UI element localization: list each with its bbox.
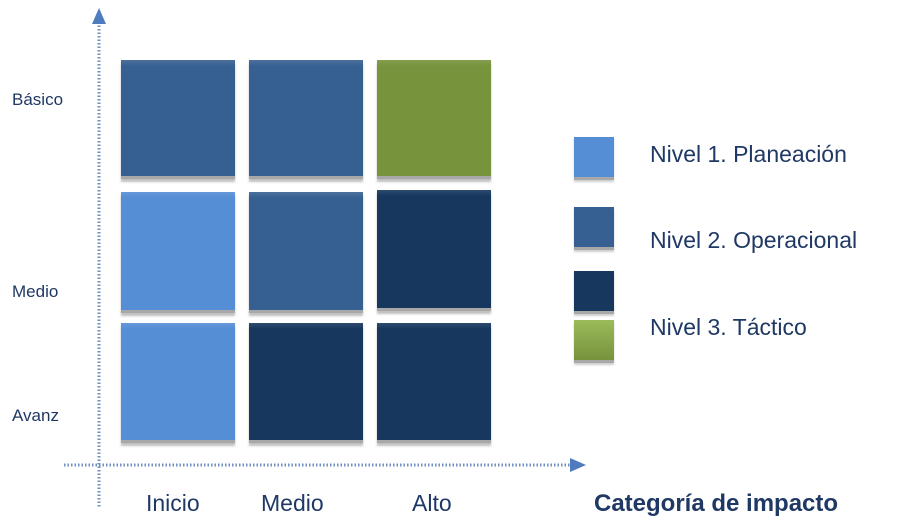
cell-medio-alto — [377, 190, 491, 311]
legend-label-nivel-3: Nivel 3. Táctico — [650, 314, 807, 340]
y-label-medio: Medio — [12, 282, 59, 301]
y-axis-arrow-icon — [92, 8, 106, 24]
legend-swatch-nivel-3 — [574, 320, 614, 363]
cell-medio-medio — [249, 192, 363, 313]
legend-swatch-nivel-2 — [574, 207, 614, 250]
cell-avanz-medio — [249, 323, 363, 443]
legend-swatch-dark — [574, 271, 614, 314]
y-label-avanz: Avanz — [12, 406, 59, 425]
cell-medio-inicio — [121, 192, 235, 313]
x-label-medio: Medio — [261, 490, 324, 516]
cell-basico-medio — [249, 60, 363, 179]
legend-label-nivel-1: Nivel 1. Planeación — [650, 141, 847, 167]
legend-label-nivel-2: Nivel 2. Operacional — [650, 227, 858, 253]
x-label-alto: Alto — [412, 490, 452, 516]
cell-avanz-alto — [377, 323, 491, 443]
y-label-basico: Básico — [12, 90, 64, 109]
legend-swatch-nivel-1 — [574, 137, 614, 180]
cell-basico-alto — [377, 60, 491, 179]
cell-basico-inicio — [121, 60, 235, 179]
x-label-inicio: Inicio — [146, 490, 200, 516]
x-axis-title: Categoría de impacto — [594, 490, 839, 517]
x-axis-arrow-icon — [570, 458, 586, 472]
cell-avanz-inicio — [121, 323, 235, 443]
